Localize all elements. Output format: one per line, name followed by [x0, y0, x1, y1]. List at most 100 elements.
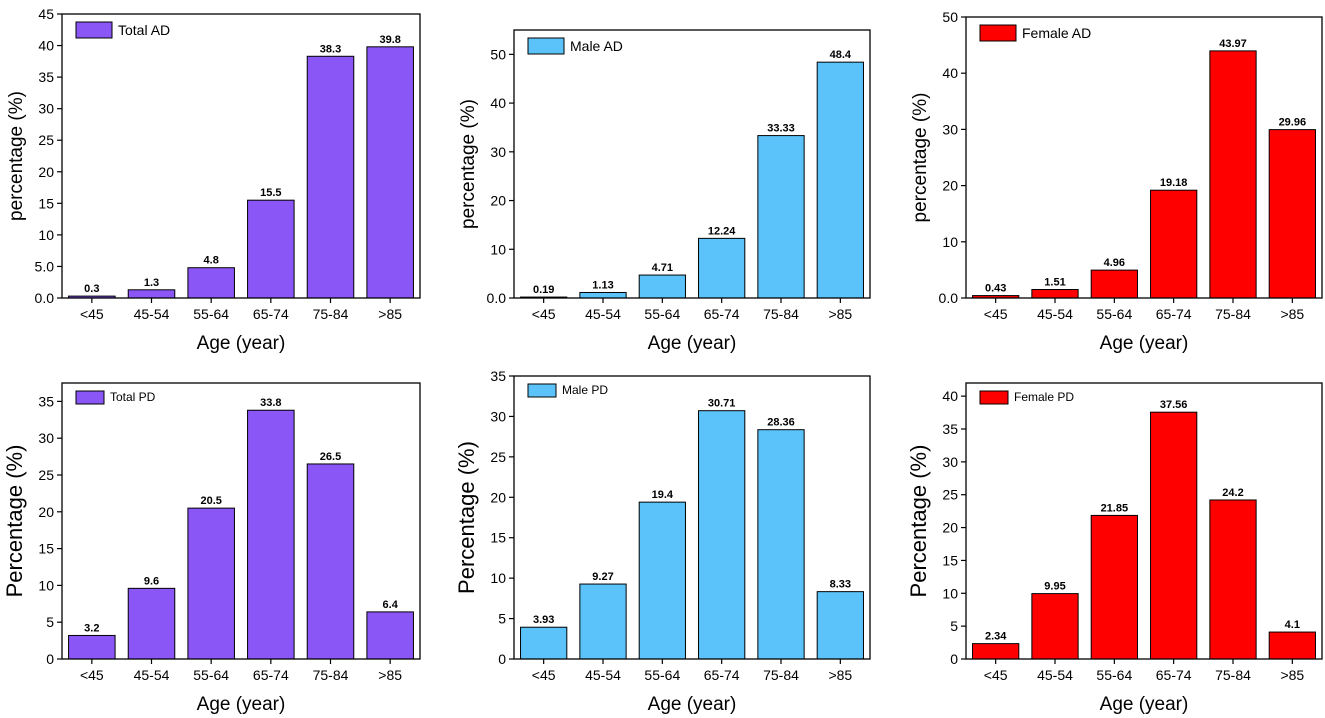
y-axis-label: Percentage (%) [906, 445, 931, 598]
x-tick-label: 55-64 [193, 667, 229, 683]
bar [638, 501, 686, 660]
data-label: 1.51 [1044, 277, 1065, 289]
x-tick-label: 65-74 [1156, 667, 1192, 683]
bar [187, 267, 235, 299]
data-label: 39.8 [379, 34, 400, 46]
x-tick-label: 65-74 [1156, 306, 1192, 322]
y-tick-label: 10 [490, 241, 506, 257]
y-tick-label: 20 [490, 489, 506, 505]
y-tick-label: 10 [490, 570, 506, 586]
bar [366, 46, 414, 299]
y-tick-label: 35 [490, 368, 506, 384]
plot-frame [61, 382, 421, 660]
bar [1209, 50, 1257, 299]
bar [1031, 593, 1079, 660]
x-tick-label: <45 [984, 306, 1008, 322]
x-tick-label: 65-74 [704, 306, 740, 322]
y-tick-label: 5 [46, 614, 54, 630]
y-tick-label: 5 [498, 611, 506, 627]
y-tick-label: 20 [942, 520, 958, 536]
y-tick-label: 15 [38, 541, 54, 557]
data-label: 24.2 [1222, 487, 1243, 499]
data-label: 21.85 [1101, 502, 1129, 514]
x-axis-label: Age (year) [197, 333, 286, 354]
data-label: 9.27 [592, 571, 613, 583]
legend-label: Male PD [562, 383, 608, 397]
y-tick-label: 35 [38, 393, 54, 409]
bar [579, 291, 627, 299]
y-tick-label: 40 [490, 95, 506, 111]
x-tick-label: 55-64 [644, 306, 680, 322]
data-label: 4.1 [1285, 619, 1300, 631]
x-tick-label: 75-84 [1215, 667, 1251, 683]
y-tick-label: 0.0 [35, 290, 55, 306]
bar [68, 634, 116, 660]
x-tick-label: 45-54 [585, 306, 621, 322]
x-tick-label: >85 [828, 667, 852, 683]
y-tick-label: 10 [942, 234, 958, 250]
x-tick-label: <45 [80, 306, 104, 322]
x-tick-label: 45-54 [134, 667, 170, 683]
bar [306, 463, 355, 660]
y-axis-label: Percentage (%) [454, 441, 479, 594]
y-tick-label: 45 [38, 6, 54, 22]
bar [127, 587, 176, 660]
bar [816, 61, 864, 299]
bar [579, 583, 627, 660]
y-tick-label: 40 [942, 388, 958, 404]
x-tick-label: 75-84 [313, 306, 349, 322]
bar [1268, 129, 1316, 299]
x-tick-label: >85 [378, 306, 402, 322]
y-tick-label: 50 [942, 9, 958, 25]
data-label: 6.4 [383, 599, 399, 611]
y-tick-label: 30 [942, 454, 958, 470]
x-tick-label: >85 [378, 667, 402, 683]
legend-label: Female AD [1022, 25, 1091, 41]
data-label: 0.3 [84, 283, 99, 295]
y-tick-label: 20 [38, 504, 54, 520]
bar [1031, 289, 1079, 299]
y-tick-label: 5.0 [35, 258, 55, 274]
data-label: 3.2 [84, 622, 99, 634]
y-tick-label: 50 [490, 46, 506, 62]
chart-panel-1: 0.3 <45 1.3 45-54 4.8 55-64 15.5 65-74 38.3 75-84… [6, 6, 421, 354]
bar [638, 274, 686, 299]
x-axis-label: Age (year) [1100, 694, 1189, 715]
y-tick-label: 15 [38, 195, 54, 211]
data-label: 38.3 [320, 43, 341, 55]
chart-panel-5: 3.93 <45 9.27 45-54 19.4 55-64 30.71 65-74 28.36… [454, 368, 871, 715]
bar [1209, 499, 1257, 660]
bar [972, 643, 1020, 660]
legend-label: Female PD [1014, 390, 1074, 404]
x-tick-label: 45-54 [585, 667, 621, 683]
y-tick-label: 20 [38, 164, 54, 180]
y-tick-label: 40 [38, 38, 54, 54]
bar [127, 289, 176, 299]
bar [816, 591, 864, 660]
x-tick-label: 75-84 [313, 667, 349, 683]
plot-frame [61, 13, 421, 299]
plot-frame [513, 29, 871, 299]
y-axis-label: percentage (%) [6, 91, 27, 221]
y-tick-label: 25 [38, 467, 54, 483]
legend-label: Male AD [570, 38, 623, 54]
bar [698, 237, 746, 299]
data-label: 4.8 [204, 255, 219, 267]
x-axis-label: Age (year) [648, 333, 737, 354]
data-label: 15.5 [260, 187, 281, 199]
x-tick-label: 65-74 [253, 306, 289, 322]
bar [306, 55, 355, 299]
legend-swatch [527, 37, 565, 55]
y-tick-label: 10 [942, 585, 958, 601]
bar [1150, 189, 1198, 299]
y-tick-label: 30 [38, 430, 54, 446]
bar [757, 429, 805, 660]
data-label: 4.96 [1104, 257, 1125, 269]
y-tick-label: 30 [942, 121, 958, 137]
data-label: 48.4 [830, 49, 852, 61]
y-tick-label: 35 [942, 421, 958, 437]
data-label: 33.8 [260, 397, 281, 409]
data-label: 9.6 [144, 575, 159, 587]
x-axis-label: Age (year) [197, 694, 286, 715]
x-tick-label: <45 [80, 667, 104, 683]
